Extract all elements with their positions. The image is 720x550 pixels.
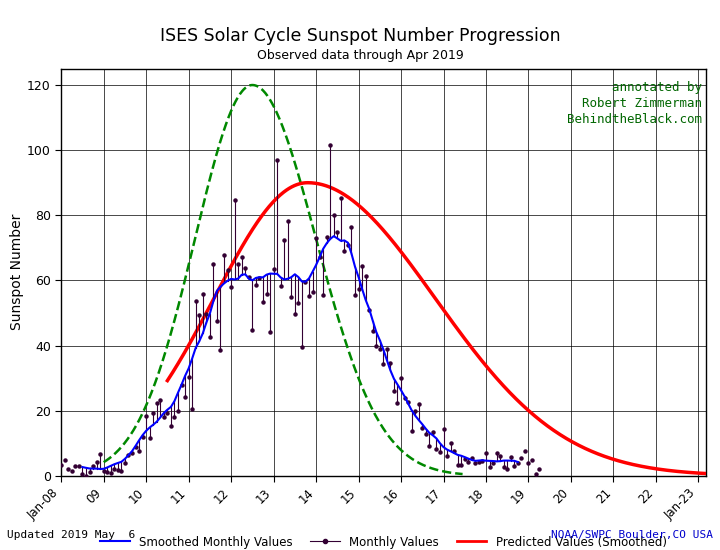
Text: NOAA/SWPC Boulder,CO USA: NOAA/SWPC Boulder,CO USA xyxy=(551,530,713,540)
Text: ISES Solar Cycle Sunspot Number Progression: ISES Solar Cycle Sunspot Number Progress… xyxy=(160,27,560,45)
Text: Observed data through Apr 2019: Observed data through Apr 2019 xyxy=(256,48,464,62)
Legend: Smoothed Monthly Values, Monthly Values, Predicted Values (Smoothed): Smoothed Monthly Values, Monthly Values,… xyxy=(95,531,672,550)
Text: annotated by
Robert Zimmerman
BehindtheBlack.com: annotated by Robert Zimmerman BehindtheB… xyxy=(567,81,703,126)
Text: Updated 2019 May  6: Updated 2019 May 6 xyxy=(7,530,135,540)
Y-axis label: Sunspot Number: Sunspot Number xyxy=(10,214,24,331)
